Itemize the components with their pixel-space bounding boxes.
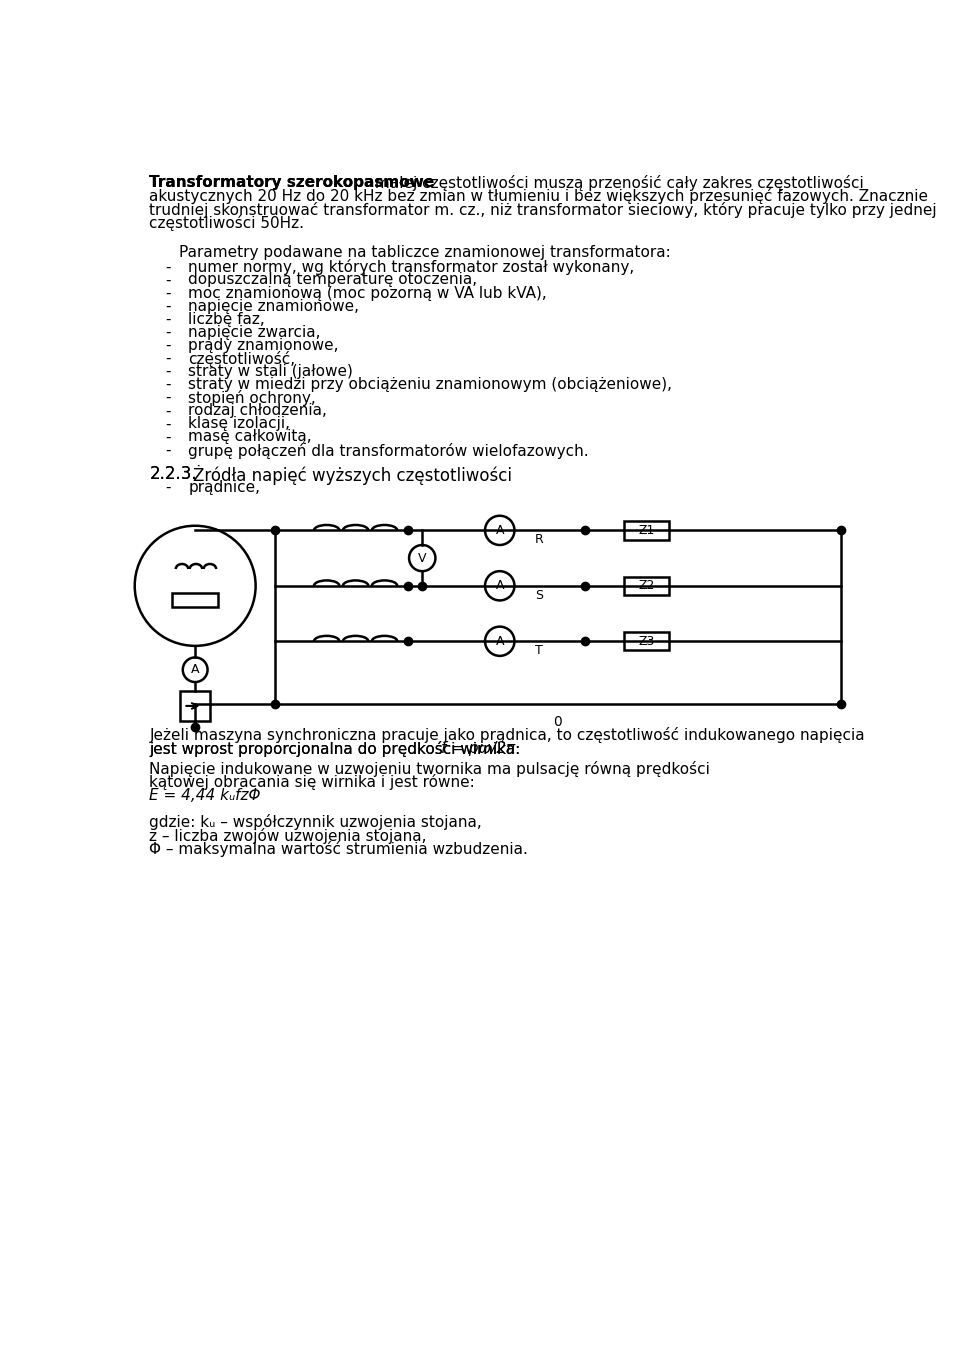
Text: straty w miedzi przy obciążeniu znamionowym (obciążeniowe),: straty w miedzi przy obciążeniu znamiono… [188,378,672,393]
Text: V: V [418,552,426,564]
Text: -: - [165,480,171,495]
Text: -: - [165,285,171,300]
Text: Φ – maksymalna wartość strumienia wzbudzenia.: Φ – maksymalna wartość strumienia wzbudz… [150,841,528,856]
Text: jest wprost proporcjonalna do prędkości wirnika:: jest wprost proporcjonalna do prędkości … [150,741,525,757]
Text: -: - [165,311,171,326]
Text: -: - [165,351,171,366]
Text: 0: 0 [554,715,563,730]
Text: częstotliwości 50Hz.: częstotliwości 50Hz. [150,215,304,231]
Text: liczbę faz,: liczbę faz, [188,311,265,326]
Text: -: - [165,299,171,314]
Text: Transformatory szerokopasmowe: Transformatory szerokopasmowe [150,175,435,190]
Text: A: A [191,663,200,677]
Text: -: - [165,325,171,340]
Text: masę całkowitą,: masę całkowitą, [188,429,312,444]
Text: A: A [495,579,504,593]
Text: 2.2.3.: 2.2.3. [150,465,197,482]
Text: Parametry podawane na tabliczce znamionowej transformatora:: Parametry podawane na tabliczce znamiono… [179,245,671,260]
Text: napięcie znamionowe,: napięcie znamionowe, [188,299,359,314]
Text: jest wprost proporcjonalna do prędkości wirnika:: jest wprost proporcjonalna do prędkości … [150,741,525,757]
Text: f = pω/2π: f = pω/2π [441,741,516,756]
Text: kątowej obracania się wirnika i jest równe:: kątowej obracania się wirnika i jest rów… [150,775,475,791]
Text: dopuszczalną temperaturę otoczenia,: dopuszczalną temperaturę otoczenia, [188,272,477,287]
Text: -: - [165,260,171,275]
Text: numer normy, wg których transformator został wykonany,: numer normy, wg których transformator zo… [188,260,635,276]
Text: prądnice,: prądnice, [188,480,260,495]
Bar [624,632,669,651]
Text: Z3: Z3 [638,635,655,648]
Text: R: R [535,534,543,546]
Text: Transformatory szerokopasmowe: Transformatory szerokopasmowe [150,175,435,190]
Text: A: A [495,523,504,537]
Text: małej częstotliwości muszą przenośić cały zakres częstotliwości: małej częstotliwości muszą przenośić cał… [371,175,864,192]
Bar [180,692,210,720]
Text: -: - [165,338,171,353]
Text: S: S [535,588,542,602]
Text: A: A [495,635,504,648]
Text: Z2: Z2 [638,579,655,593]
Text: z – liczba zwojów uzwojenia stojana,: z – liczba zwojów uzwojenia stojana, [150,828,427,844]
Bar [172,593,219,607]
Text: częstotliwość,: częstotliwość, [188,351,296,367]
Bar [624,576,669,595]
Text: T: T [535,644,542,658]
Text: -: - [165,416,171,431]
Text: rodzaj chłodzenia,: rodzaj chłodzenia, [188,404,327,419]
Text: -: - [165,429,171,444]
Text: trudniej skonstruować transformator m. cz., niż transformator sieciowy, który pr: trudniej skonstruować transformator m. c… [150,201,937,217]
Text: moc znamionową (moc pozorną w VA lub kVA),: moc znamionową (moc pozorną w VA lub kVA… [188,285,547,300]
Text: napięcie zwarcia,: napięcie zwarcia, [188,325,321,340]
Text: Żródła napięć wyższych częstotliwości: Żródła napięć wyższych częstotliwości [193,465,512,485]
Text: -: - [165,443,171,458]
Text: -: - [165,390,171,405]
Text: grupę połączeń dla transformatorów wielofazowych.: grupę połączeń dla transformatorów wielo… [188,443,588,458]
Text: Jeżeli maszyna synchroniczna pracuje jako prądnica, to częstotliwość indukowaneg: Jeżeli maszyna synchroniczna pracuje jak… [150,727,865,743]
Text: gdzie: kᵤ – współczynnik uzwojenia stojana,: gdzie: kᵤ – współczynnik uzwojenia stoja… [150,814,482,830]
Text: 2.2.3.: 2.2.3. [150,465,197,482]
Text: straty w stali (jałowe): straty w stali (jałowe) [188,364,353,379]
Text: -: - [165,378,171,393]
Text: -: - [165,404,171,419]
Text: stopień ochrony,: stopień ochrony, [188,390,316,406]
Text: prądy znamionowe,: prądy znamionowe, [188,338,339,353]
Text: -: - [165,272,171,287]
Text: klasę izolacji,: klasę izolacji, [188,416,290,431]
Text: Z1: Z1 [638,523,655,537]
Text: akustycznych 20 Hz do 20 kHz bez zmian w tłumieniu i bez większych przesunięć fa: akustycznych 20 Hz do 20 kHz bez zmian w… [150,189,928,204]
Text: Napięcie indukowane w uzwojeniu twornika ma pulsację równą prędkości: Napięcie indukowane w uzwojeniu twornika… [150,761,710,777]
Text: E = 4,44 kᵤfzΦ: E = 4,44 kᵤfzΦ [150,788,261,803]
Text: -: - [165,364,171,379]
Bar [624,520,669,540]
